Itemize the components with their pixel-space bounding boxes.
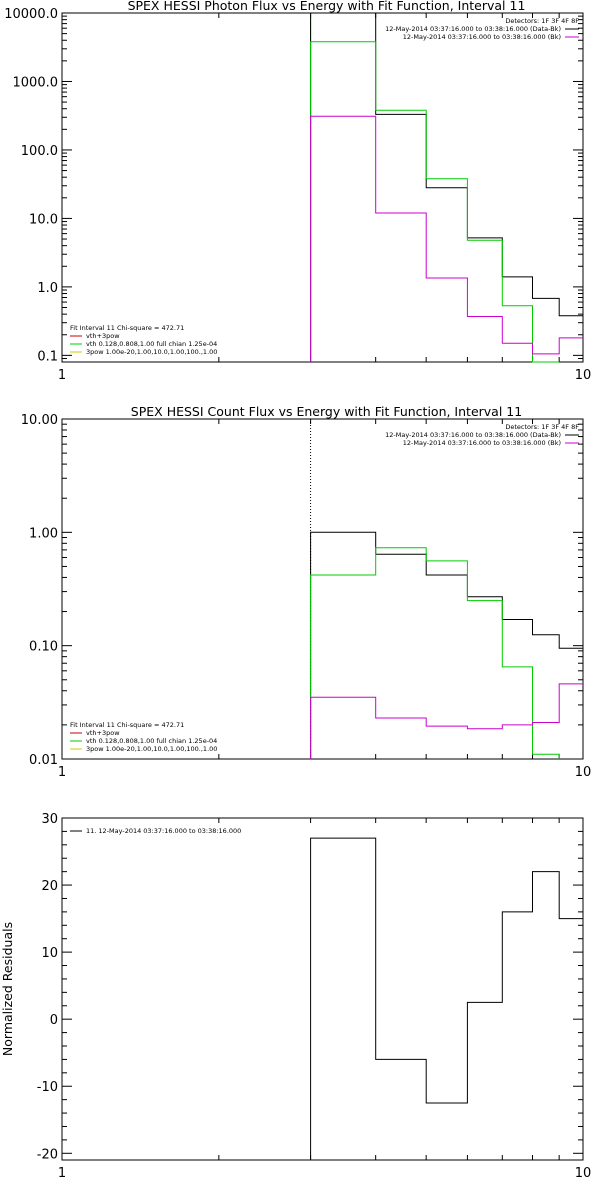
series-2 [310, 547, 560, 759]
legend-entry: 12-May-2014 03:37:16.000 to 03:38:16.000… [403, 33, 561, 41]
x-tick-label: 10 [575, 368, 592, 383]
series-1 [310, 12, 583, 362]
panel-2: SPEX HESSI Count Flux vs Energy with Fit… [21, 404, 591, 780]
y-tick-label: 1.0 [37, 281, 58, 296]
y-tick-label: 0 [50, 1013, 58, 1028]
series-1 [310, 837, 583, 1160]
y-tick-label: -10 [37, 1080, 58, 1095]
series-line [310, 837, 583, 1160]
x-tick-label: 10 [575, 1166, 592, 1181]
y-tick-label: -20 [37, 1147, 58, 1162]
series-line [310, 531, 583, 759]
series-line [310, 547, 560, 759]
y-tick-label: 10 [41, 946, 58, 961]
plot-frame [61, 418, 584, 760]
legend-top: 11. 12-May-2014 03:37:16.000 to 03:38:16… [70, 827, 241, 835]
legend-bottom: Fit Interval 11 Chi-square = 472.71vth+3… [70, 721, 217, 753]
series-line [310, 115, 583, 362]
y-tick-label: 1.00 [29, 526, 58, 541]
y-tick-label: 1000.0 [13, 75, 59, 90]
y-tick-label: 0.1 [37, 349, 58, 364]
x-tick-label: 1 [58, 1166, 66, 1181]
chart-title: SPEX HESSI Count Flux vs Energy with Fit… [131, 404, 522, 419]
legend-entry: 12-May-2014 03:37:16.000 to 03:38:16.000… [385, 431, 561, 439]
legend-bottom: Fit Interval 11 Chi-square = 472.71vth+3… [70, 324, 217, 356]
legend-entry: vth 0.128,0.808,1.00 full chian 1.25e-04 [86, 340, 217, 348]
y-tick-label: 30 [41, 812, 58, 827]
y-tick-label: 20 [41, 879, 58, 894]
legend-entry: 12-May-2014 03:37:16.000 to 03:38:16.000… [385, 25, 561, 33]
series-2 [310, 41, 560, 363]
y-tick-label: 100.0 [21, 144, 58, 159]
legend-header: Detectors: 1F 3F 4F 8F [505, 423, 579, 431]
series-line [310, 683, 583, 759]
panel-1: SPEX HESSI Photon Flux vs Energy with Fi… [4, 0, 591, 383]
y-tick-label: 0.10 [29, 640, 58, 655]
y-tick-label: 0.01 [29, 753, 58, 768]
legend-entry: 3pow 1.00e-20,1.00,10.0,1.00,100.,1.00 [86, 745, 217, 753]
legend-entry: 11. 12-May-2014 03:37:16.000 to 03:38:16… [86, 827, 241, 835]
series-1 [310, 531, 583, 759]
series-line [310, 41, 560, 363]
y-tick-label: 10.0 [29, 212, 58, 227]
y-tick-label: 10000.0 [4, 7, 58, 22]
plot-frame [61, 12, 584, 363]
series-3 [310, 115, 583, 362]
legend-entry: 3pow 1.00e-20,1.00,10.0,1.00,100.,1.00 [86, 348, 217, 356]
legend-header: Fit Interval 11 Chi-square = 472.71 [70, 721, 184, 729]
chart-title: SPEX HESSI Photon Flux vs Energy with Fi… [128, 0, 526, 13]
x-tick-label: 10 [575, 765, 592, 780]
legend-entry: 12-May-2014 03:37:16.000 to 03:38:16.000… [403, 439, 561, 447]
x-tick-label: 1 [58, 765, 66, 780]
legend-entry: vth+3pow [86, 729, 120, 737]
y-tick-label: 10.00 [21, 413, 58, 428]
plot-frame [61, 817, 584, 1161]
x-tick-label: 1 [58, 368, 66, 383]
series-line [310, 12, 583, 362]
legend-header: Fit Interval 11 Chi-square = 472.71 [70, 324, 184, 332]
series-3 [310, 683, 583, 759]
legend-entry: vth+3pow [86, 332, 120, 340]
legend-header: Detectors: 1F 3F 4F 8F [505, 17, 579, 25]
panel-3: Normalized Residuals 1 10 30 20 10 0 -10 -20 11. … [0, 812, 591, 1181]
y-axis-label: Normalized Residuals [0, 922, 15, 1056]
legend-entry: vth 0.128,0.808,1.00 full chian 1.25e-04 [86, 737, 217, 745]
